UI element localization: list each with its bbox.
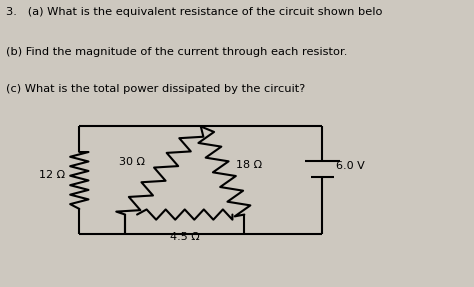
Text: 30 Ω: 30 Ω: [118, 157, 145, 167]
Text: 3.   (a) What is the equivalent resistance of the circuit shown belo: 3. (a) What is the equivalent resistance…: [6, 7, 383, 17]
Text: 6.0 V: 6.0 V: [336, 161, 365, 171]
Text: 4.5 Ω: 4.5 Ω: [170, 232, 200, 242]
Text: 12 Ω: 12 Ω: [39, 170, 65, 180]
Text: (c) What is the total power dissipated by the circuit?: (c) What is the total power dissipated b…: [6, 84, 305, 94]
Text: 18 Ω: 18 Ω: [237, 160, 263, 170]
Text: (b) Find the magnitude of the current through each resistor.: (b) Find the magnitude of the current th…: [6, 47, 347, 57]
